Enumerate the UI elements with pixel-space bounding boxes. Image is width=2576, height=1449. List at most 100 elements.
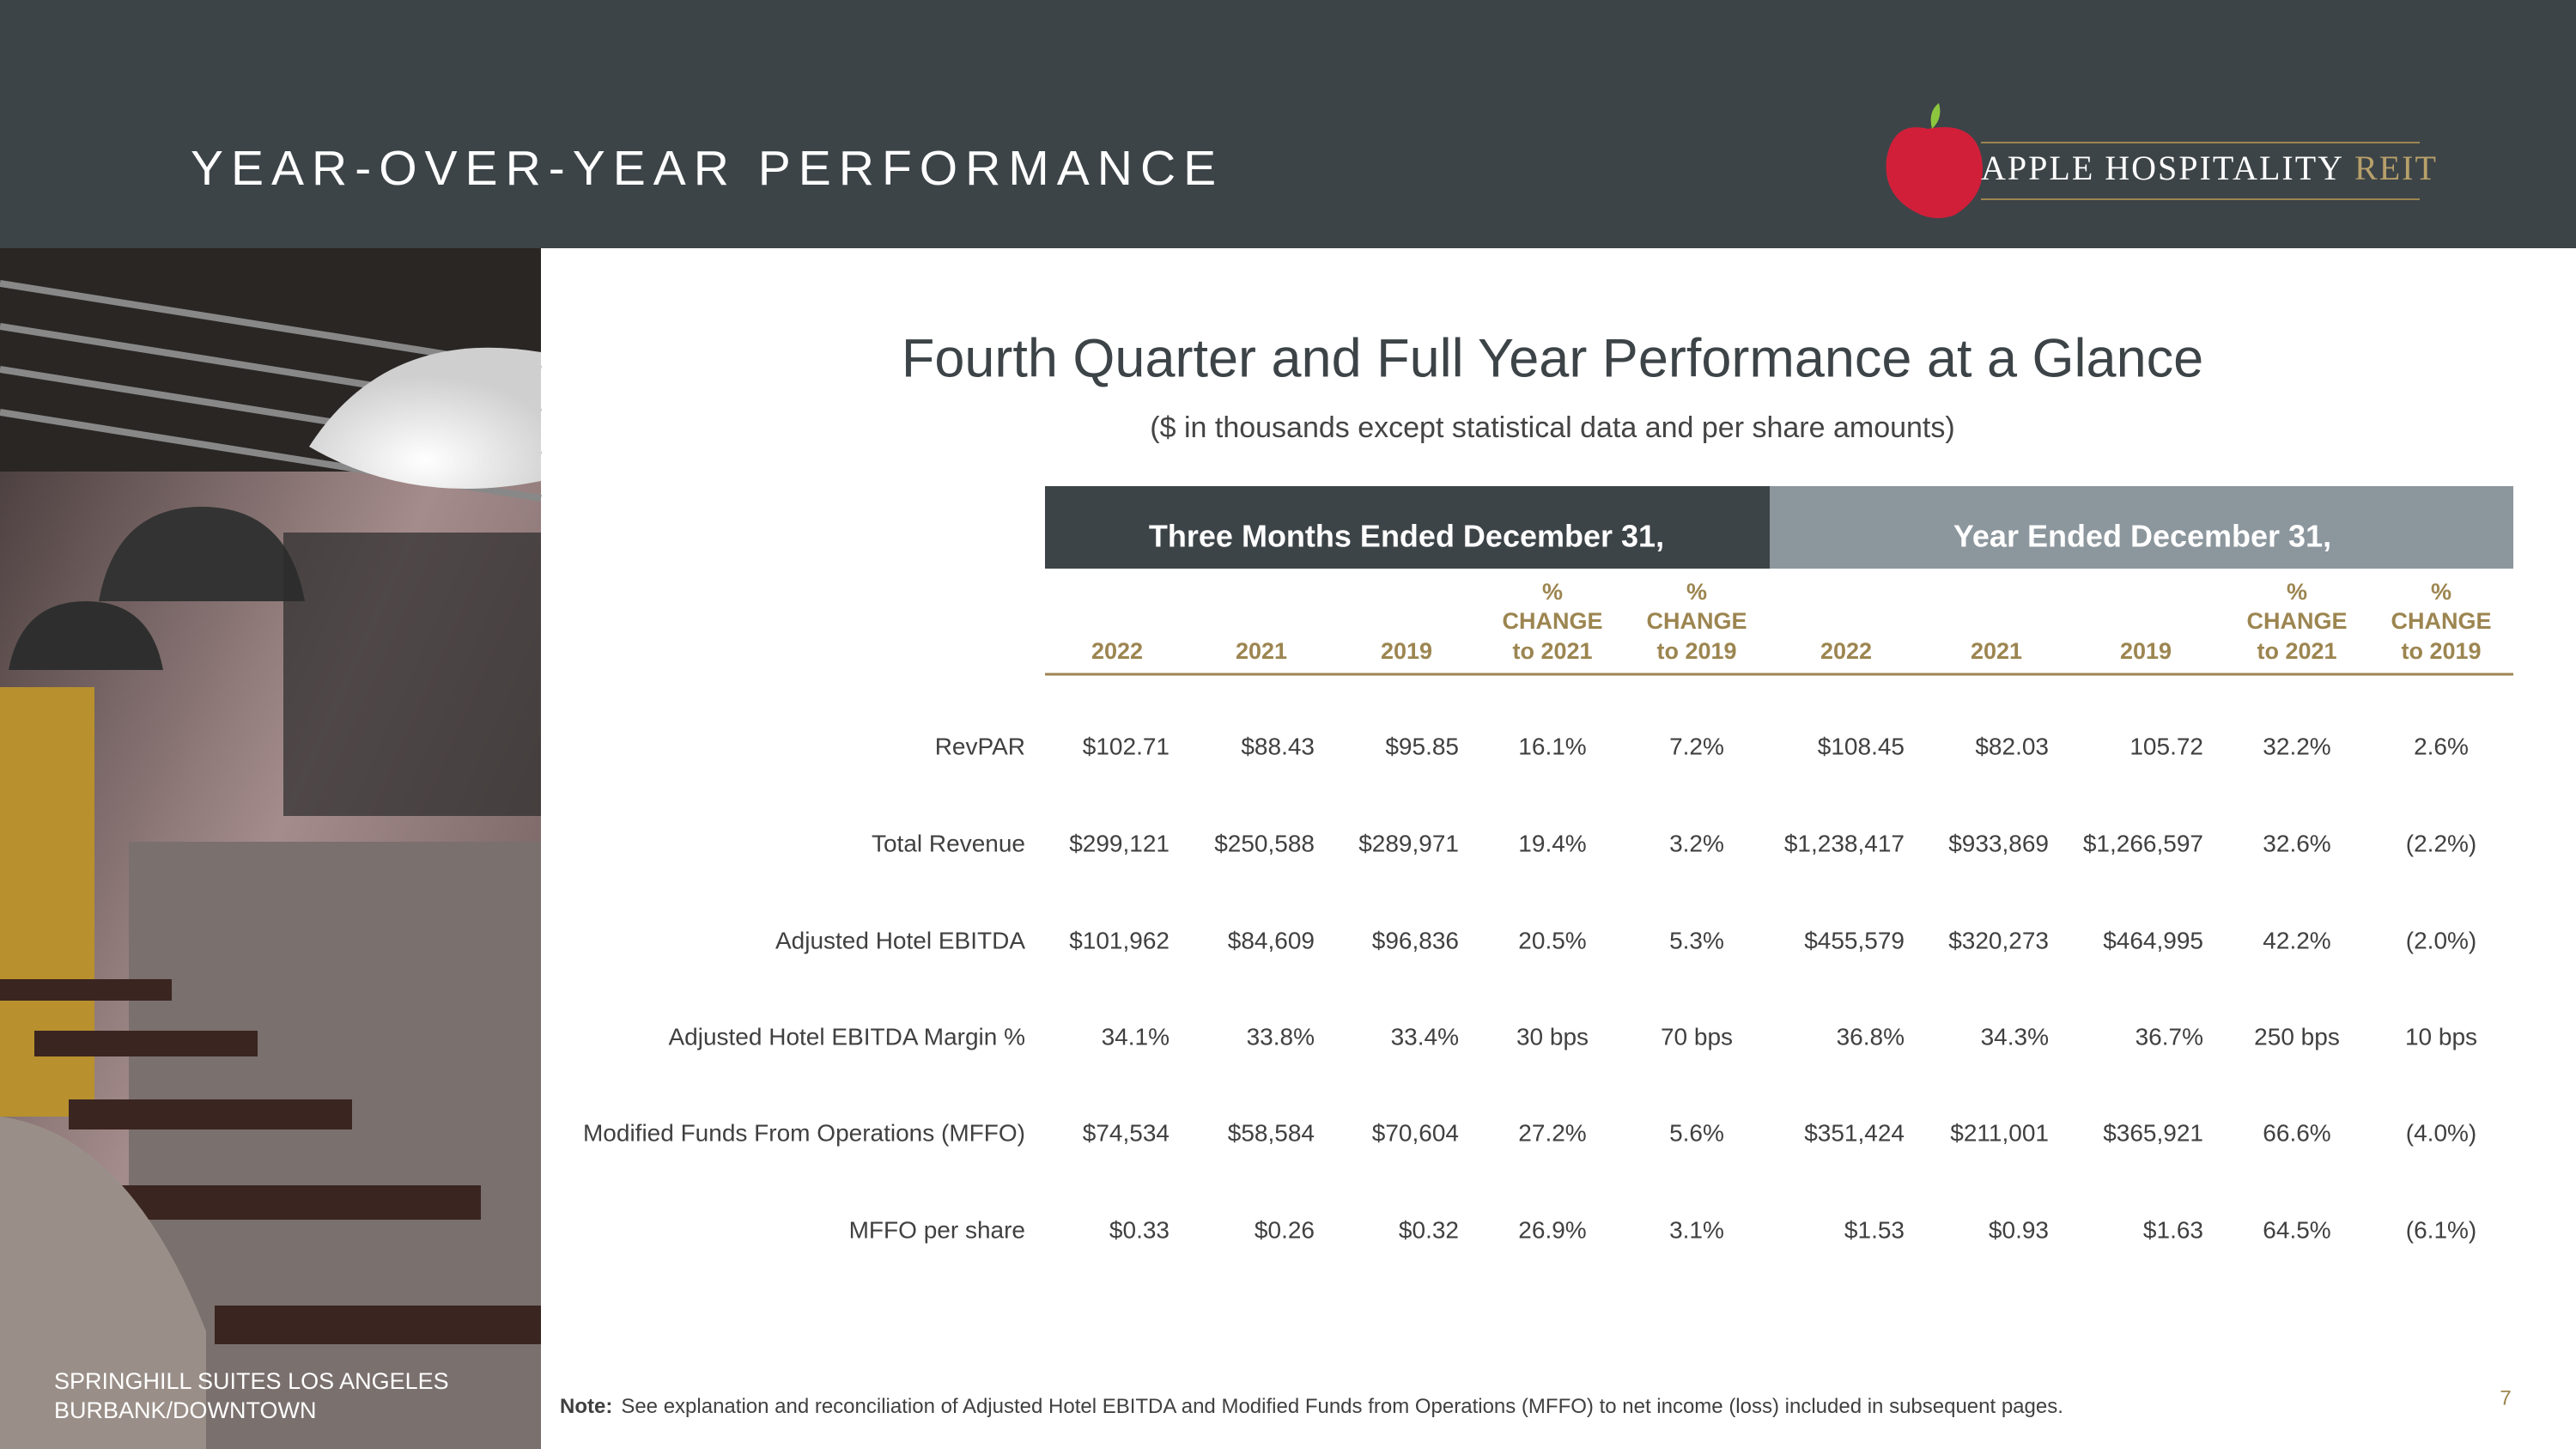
cell: 36.8% bbox=[1837, 1023, 1905, 1050]
cell: $464,995 bbox=[2103, 927, 2203, 953]
cell: $250,588 bbox=[1214, 830, 1315, 856]
cell: $84,609 bbox=[1228, 927, 1315, 953]
cell: (4.0%) bbox=[2406, 1119, 2476, 1146]
heading: Fourth Quarter and Full Year Performance… bbox=[902, 329, 2203, 389]
cell: $365,921 bbox=[2103, 1119, 2203, 1146]
cell: $96,836 bbox=[1372, 927, 1459, 953]
column-header: to 2019 bbox=[1656, 638, 1736, 664]
cell: 70 bps bbox=[1661, 1023, 1733, 1050]
cell: (6.1%) bbox=[2406, 1216, 2476, 1243]
cell: $70,604 bbox=[1372, 1119, 1459, 1146]
cell: $289,971 bbox=[1358, 830, 1459, 856]
column-header: 2019 bbox=[2120, 638, 2172, 664]
row-label: MFFO per share bbox=[849, 1216, 1025, 1243]
logo-apple bbox=[1886, 127, 1983, 218]
table: 2022 2021 2019% CHANGE to 2021% CHANGE to 2019… bbox=[583, 579, 2492, 1243]
cell: $320,273 bbox=[1948, 927, 2049, 953]
column-header: 2019 bbox=[1381, 638, 1432, 664]
column-header: CHANGE bbox=[2246, 608, 2347, 634]
column-header: 2021 bbox=[1971, 638, 2022, 664]
column-header: % bbox=[2287, 579, 2307, 605]
cell: $0.33 bbox=[1109, 1216, 1170, 1243]
cell: $455,579 bbox=[1804, 927, 1905, 953]
cell: $1.63 bbox=[2143, 1216, 2203, 1243]
column-header: % bbox=[2431, 579, 2451, 605]
cell: 5.3% bbox=[1669, 927, 1724, 953]
cell: $351,424 bbox=[1804, 1119, 1905, 1146]
cell: $211,001 bbox=[1950, 1119, 2049, 1146]
group-title: Year Ended December 31, bbox=[1953, 519, 2331, 554]
cell: 250 bps bbox=[2254, 1023, 2340, 1050]
cell: $0.93 bbox=[1989, 1216, 2049, 1243]
column-header: CHANGE bbox=[2391, 608, 2491, 634]
cell: $58,584 bbox=[1228, 1119, 1315, 1146]
row-label: Adjusted Hotel EBITDA bbox=[775, 927, 1025, 953]
column-header: 2022 bbox=[1820, 638, 1872, 664]
cell: 27.2% bbox=[1518, 1119, 1586, 1146]
cell: 5.6% bbox=[1669, 1119, 1724, 1146]
cell: $82.03 bbox=[1975, 733, 2049, 759]
cell: 19.4% bbox=[1518, 830, 1586, 856]
header-title: YEAR-OVER-YEAR PERFORMANCE bbox=[191, 141, 1224, 196]
header-bar bbox=[0, 0, 2576, 248]
note-text: See explanation and reconciliation of Ad… bbox=[621, 1395, 2063, 1418]
cell: $1.53 bbox=[1844, 1216, 1905, 1243]
cell: $74,534 bbox=[1083, 1119, 1170, 1146]
cell: $1,266,597 bbox=[2083, 830, 2203, 856]
cell: 20.5% bbox=[1518, 927, 1586, 953]
row-label: RevPAR bbox=[935, 733, 1025, 759]
row-label: Adjusted Hotel EBITDA Margin % bbox=[668, 1023, 1025, 1050]
logo-name: APPLE HOSPITALITY REIT bbox=[1981, 149, 2438, 187]
cell: 105.72 bbox=[2129, 733, 2203, 759]
cell: 36.7% bbox=[2136, 1023, 2203, 1050]
cell: $0.32 bbox=[1399, 1216, 1459, 1243]
cell: $0.26 bbox=[1255, 1216, 1315, 1243]
logo-name-text: APPLE HOSPITALITY bbox=[1981, 149, 2344, 187]
cell: $88.43 bbox=[1241, 733, 1315, 759]
cell: $1,238,417 bbox=[1784, 830, 1905, 856]
group-header bbox=[1770, 486, 2513, 569]
column-header: to 2021 bbox=[1512, 638, 1592, 664]
cell: 42.2% bbox=[2263, 927, 2330, 953]
cell: $108.45 bbox=[1818, 733, 1905, 759]
column-header: 2021 bbox=[1236, 638, 1287, 664]
logo-leaf bbox=[1930, 103, 1941, 129]
photo-caption: SPRINGHILL SUITES LOS ANGELES bbox=[54, 1368, 449, 1394]
subheading: ($ in thousands except statistical data … bbox=[1150, 411, 1954, 444]
cell: 10 bps bbox=[2405, 1023, 2477, 1050]
cell: 34.1% bbox=[1102, 1023, 1170, 1050]
row-label: Total Revenue bbox=[872, 830, 1025, 856]
cell: 66.6% bbox=[2263, 1119, 2330, 1146]
note: Note: See explanation and reconciliation … bbox=[560, 1395, 2063, 1418]
group-header bbox=[1045, 486, 1770, 569]
cell: 2.6% bbox=[2414, 733, 2469, 759]
column-header: to 2019 bbox=[2401, 638, 2481, 664]
cell: 33.8% bbox=[1247, 1023, 1315, 1050]
column-header: 2022 bbox=[1091, 638, 1143, 664]
column-header: % bbox=[1686, 579, 1707, 605]
cell: 3.2% bbox=[1669, 830, 1724, 856]
logo-suffix: REIT bbox=[2354, 149, 2438, 187]
column-header: CHANGE bbox=[1646, 608, 1747, 634]
cell: $102.71 bbox=[1083, 733, 1170, 759]
cell: $95.85 bbox=[1385, 733, 1459, 759]
photo: SPRINGHILL SUITES LOS ANGELES BURBANK/DO… bbox=[0, 248, 542, 1449]
cell: (2.0%) bbox=[2406, 927, 2476, 953]
cell: 26.9% bbox=[1518, 1216, 1586, 1243]
row-label: Modified Funds From Operations (MFFO) bbox=[583, 1119, 1025, 1146]
cell: 33.4% bbox=[1391, 1023, 1459, 1050]
cell: 32.6% bbox=[2263, 830, 2330, 856]
group-title: Three Months Ended December 31, bbox=[1149, 519, 1664, 554]
photo-caption: BURBANK/DOWNTOWN bbox=[54, 1397, 317, 1423]
cell: $299,121 bbox=[1069, 830, 1170, 856]
column-header: to 2021 bbox=[2257, 638, 2336, 664]
cell: $933,869 bbox=[1948, 830, 2049, 856]
cell: 7.2% bbox=[1669, 733, 1724, 759]
column-header: % bbox=[1542, 579, 1563, 605]
cell: 64.5% bbox=[2263, 1216, 2330, 1243]
logo: APPLE HOSPITALITY REIT bbox=[1886, 103, 2438, 218]
cell: (2.2%) bbox=[2406, 830, 2476, 856]
cell: 3.1% bbox=[1669, 1216, 1724, 1243]
cell: 32.2% bbox=[2263, 733, 2330, 759]
